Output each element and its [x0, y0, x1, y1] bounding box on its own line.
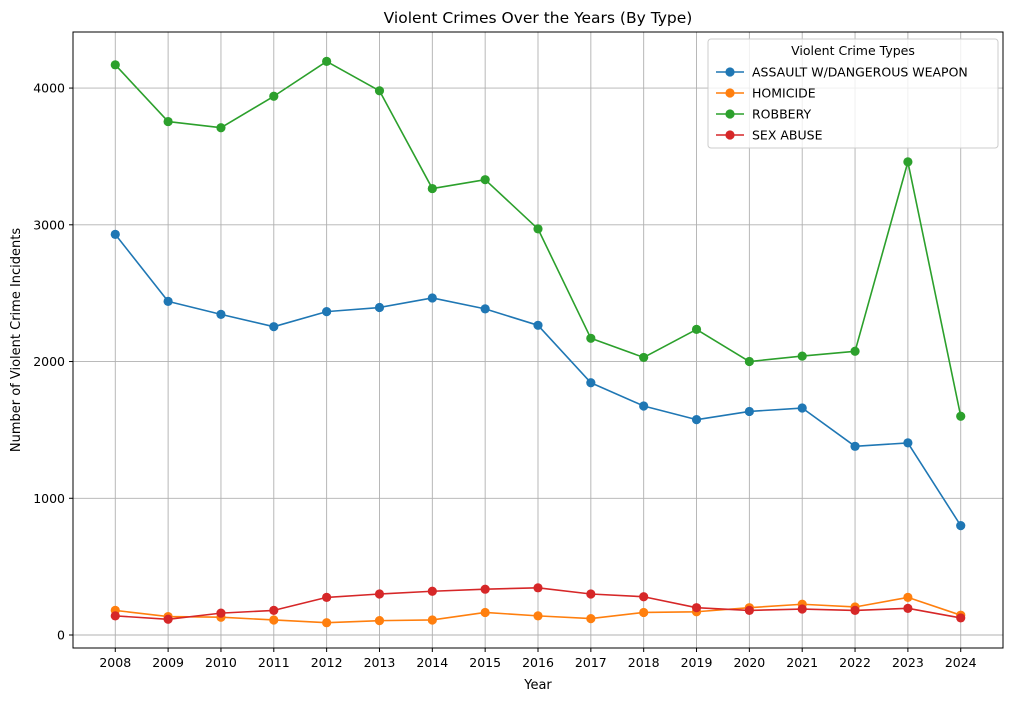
data-point-sex-abuse	[110, 611, 120, 621]
x-tick-label: 2020	[733, 655, 765, 670]
x-tick-label: 2011	[258, 655, 290, 670]
data-point-homicide	[586, 614, 596, 624]
data-point-sex-abuse	[586, 589, 596, 599]
legend-label-homicide: HOMICIDE	[752, 86, 816, 101]
data-point-homicide	[269, 615, 279, 625]
data-point-robbery	[797, 351, 807, 361]
data-point-robbery	[691, 324, 702, 335]
data-point-robbery	[744, 356, 754, 367]
data-point-sex-abuse	[322, 592, 332, 603]
data-point-robbery	[110, 60, 120, 70]
data-point-assault-w-dangerous-weapon	[850, 441, 860, 451]
data-point-assault-w-dangerous-weapon	[427, 293, 437, 303]
data-point-sex-abuse	[374, 589, 385, 599]
data-point-sex-abuse	[427, 586, 437, 596]
data-point-sex-abuse	[216, 608, 226, 618]
data-point-sex-abuse	[956, 613, 966, 623]
legend-label-assault-w-dangerous-weapon: ASSAULT W/DANGEROUS WEAPON	[752, 65, 968, 80]
y-tick-label: 1000	[33, 491, 65, 506]
data-point-robbery	[903, 157, 913, 167]
series-lines	[110, 56, 966, 628]
data-point-robbery	[322, 56, 332, 66]
x-axis-title: Year	[523, 678, 552, 693]
data-point-robbery	[956, 411, 966, 421]
legend-label-sex-abuse: SEX ABUSE	[752, 128, 823, 143]
chart-title: Violent Crimes Over the Years (By Type)	[384, 9, 693, 27]
data-point-assault-w-dangerous-weapon	[744, 406, 754, 417]
data-point-assault-w-dangerous-weapon	[639, 401, 649, 411]
legend-marker-robbery	[725, 109, 735, 119]
x-tick-label: 2018	[628, 655, 660, 670]
data-point-assault-w-dangerous-weapon	[322, 307, 332, 317]
x-tick-label: 2019	[681, 655, 713, 670]
data-point-sex-abuse	[797, 604, 807, 614]
data-point-robbery	[374, 86, 385, 96]
data-point-assault-w-dangerous-weapon	[956, 521, 966, 531]
data-point-assault-w-dangerous-weapon	[216, 309, 226, 319]
data-point-sex-abuse	[480, 584, 490, 594]
legend-label-robbery: ROBBERY	[752, 107, 811, 122]
data-point-homicide	[533, 611, 543, 621]
data-point-assault-w-dangerous-weapon	[797, 403, 807, 413]
data-point-sex-abuse	[163, 614, 173, 624]
data-point-sex-abuse	[533, 583, 543, 593]
data-point-robbery	[850, 346, 860, 356]
x-tick-label: 2010	[205, 655, 237, 670]
legend-marker-homicide	[725, 88, 735, 98]
y-tick-label: 3000	[33, 217, 65, 232]
data-point-homicide	[427, 615, 437, 625]
data-point-robbery	[427, 183, 437, 194]
data-point-assault-w-dangerous-weapon	[374, 302, 385, 313]
legend-marker-sex-abuse	[725, 130, 735, 140]
axes: 2008 2009 2010 2011 2012 2013 2014 2015 2016 2017…	[33, 81, 976, 670]
y-tick-label: 2000	[33, 354, 65, 369]
data-point-sex-abuse	[639, 592, 649, 602]
x-tick-label: 2016	[522, 655, 554, 670]
data-point-robbery	[639, 352, 649, 363]
data-point-robbery	[269, 91, 279, 101]
data-point-homicide	[903, 592, 913, 603]
x-tick-label: 2022	[839, 655, 871, 670]
data-point-assault-w-dangerous-weapon	[903, 438, 913, 448]
data-point-sex-abuse	[691, 603, 702, 613]
y-tick-label: 0	[57, 628, 65, 643]
data-point-robbery	[216, 123, 226, 133]
x-tick-label: 2013	[364, 655, 396, 670]
data-point-assault-w-dangerous-weapon	[533, 320, 543, 330]
legend-marker-assault-w-dangerous-weapon	[725, 67, 735, 77]
x-tick-label: 2012	[311, 655, 343, 670]
data-point-homicide	[480, 607, 490, 618]
data-point-robbery	[586, 333, 596, 343]
data-point-assault-w-dangerous-weapon	[269, 322, 279, 332]
data-point-assault-w-dangerous-weapon	[163, 296, 173, 306]
data-point-assault-w-dangerous-weapon	[480, 304, 490, 314]
x-tick-label: 2024	[945, 655, 977, 670]
x-tick-label: 2021	[786, 655, 818, 670]
data-point-assault-w-dangerous-weapon	[691, 415, 702, 425]
data-point-robbery	[533, 224, 543, 234]
legend: Violent Crime Types ASSAULT W/DANGEROUS …	[707, 38, 999, 149]
data-point-robbery	[480, 175, 490, 185]
y-tick-label: 4000	[33, 81, 65, 96]
data-point-homicide	[374, 616, 385, 626]
data-point-sex-abuse	[744, 605, 754, 615]
legend-title: Violent Crime Types	[791, 43, 915, 58]
data-point-robbery	[163, 116, 173, 127]
x-tick-label: 2017	[575, 655, 607, 670]
data-point-sex-abuse	[903, 603, 913, 613]
data-point-sex-abuse	[850, 605, 860, 615]
data-point-sex-abuse	[269, 605, 279, 615]
data-point-assault-w-dangerous-weapon	[586, 378, 596, 388]
data-point-assault-w-dangerous-weapon	[110, 229, 120, 239]
legend-box	[707, 38, 999, 149]
data-point-homicide	[322, 618, 332, 628]
x-tick-label: 2009	[152, 655, 184, 670]
x-tick-label: 2014	[416, 655, 448, 670]
x-tick-label: 2015	[469, 655, 501, 670]
x-tick-label: 2008	[99, 655, 131, 670]
data-point-homicide	[639, 607, 649, 618]
x-tick-label: 2023	[892, 655, 924, 670]
y-axis-title: Number of Violent Crime Incidents	[9, 228, 24, 453]
